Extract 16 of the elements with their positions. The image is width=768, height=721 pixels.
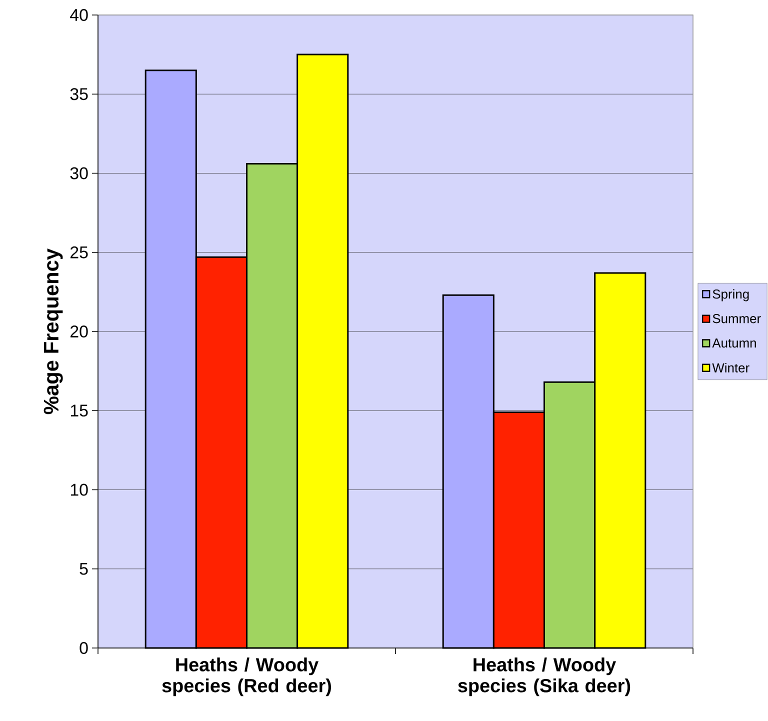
x-tick-label: Heaths / Woody species (Red deer) (162, 658, 331, 696)
legend-label: Spring (712, 289, 749, 302)
legend-label: Summer (712, 314, 761, 324)
y-tick-label: 35 (70, 88, 88, 100)
y-axis-title: %age Frequency (44, 248, 63, 414)
x-tick-label: Heaths / Woody species (Sika deer) (458, 658, 630, 696)
y-tick-label: 0 (80, 642, 88, 654)
y-tick-label: 5 (80, 562, 88, 575)
legend-label: Winter (712, 362, 750, 372)
y-tick-label: 20 (70, 326, 88, 338)
y-tick-label: 40 (70, 9, 88, 21)
legend-label: Autumn (712, 338, 756, 348)
y-tick-label: 25 (70, 246, 88, 258)
y-tick-label: 15 (70, 404, 88, 417)
y-tick-label: 10 (70, 484, 88, 496)
y-tick-label: 30 (70, 167, 88, 180)
